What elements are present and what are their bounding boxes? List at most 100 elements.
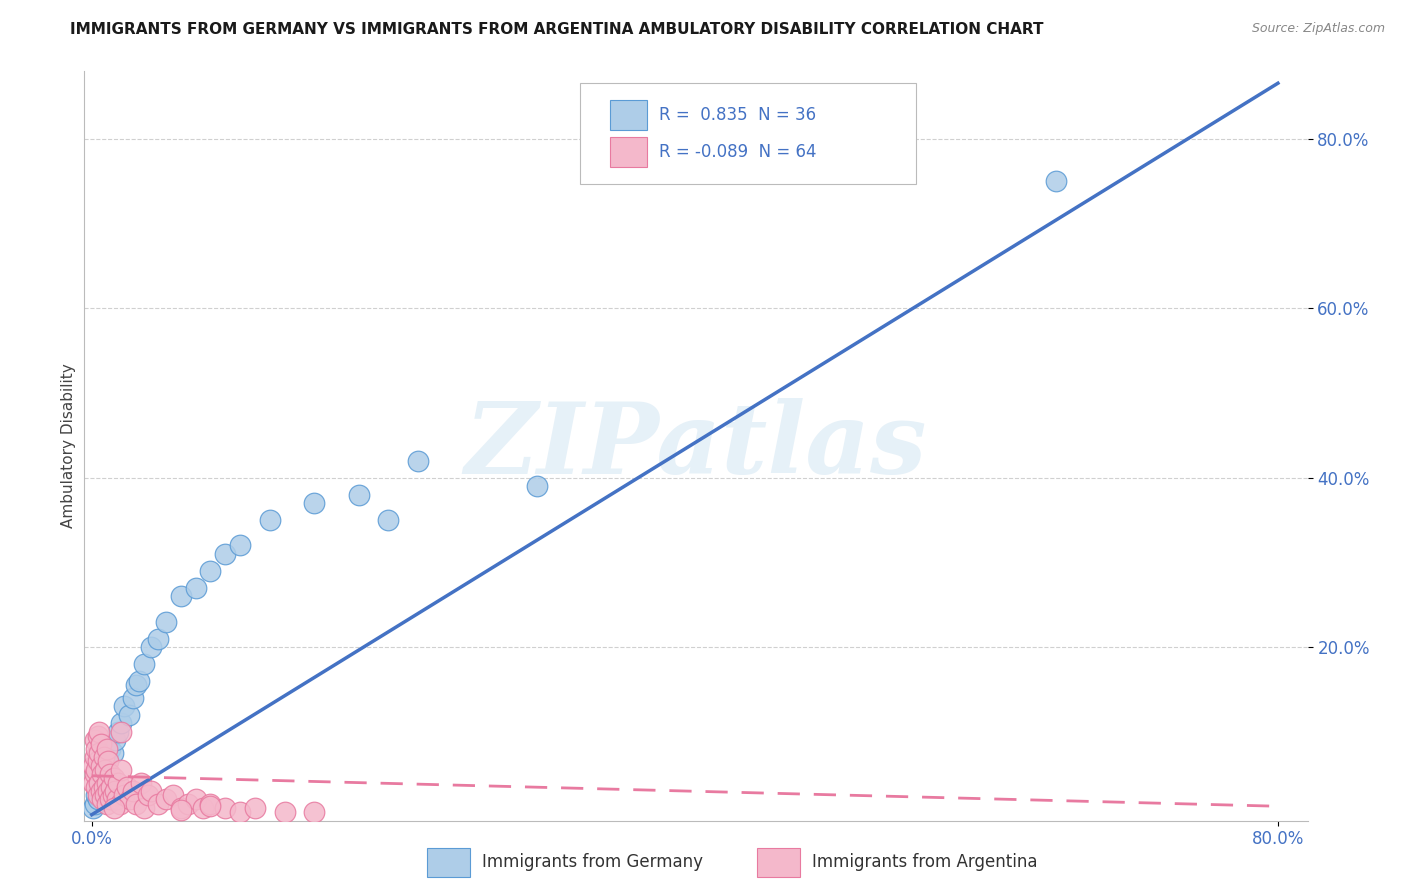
Point <box>125 678 148 692</box>
Point <box>97 784 120 798</box>
Point <box>273 805 295 820</box>
Point <box>86 755 108 769</box>
Point <box>148 797 170 811</box>
Point <box>200 799 222 814</box>
Point <box>302 805 325 820</box>
Point <box>93 780 115 794</box>
Point <box>139 640 162 654</box>
Text: R = -0.089  N = 64: R = -0.089 N = 64 <box>659 143 817 161</box>
Point <box>105 792 128 806</box>
Point <box>83 750 105 764</box>
Point <box>214 801 236 815</box>
FancyBboxPatch shape <box>579 83 917 184</box>
Point <box>89 746 111 760</box>
Point <box>148 632 170 646</box>
Point <box>170 801 193 815</box>
Point <box>91 763 114 777</box>
Point <box>84 789 107 803</box>
Point <box>302 496 325 510</box>
Point <box>91 792 114 806</box>
Point <box>96 775 118 789</box>
Point <box>89 775 111 789</box>
Point <box>90 758 112 772</box>
Point <box>347 488 370 502</box>
Point <box>90 738 112 752</box>
Point <box>229 539 252 553</box>
Point <box>98 767 121 781</box>
Point <box>155 792 177 806</box>
Point <box>82 775 104 789</box>
Point <box>243 801 266 815</box>
Point <box>139 784 162 798</box>
Text: Immigrants from Germany: Immigrants from Germany <box>482 853 703 871</box>
Point <box>82 758 104 772</box>
Point <box>200 797 222 811</box>
Point <box>94 789 117 803</box>
Point <box>122 690 145 705</box>
Point <box>132 801 155 815</box>
Point <box>122 784 145 798</box>
FancyBboxPatch shape <box>610 136 647 167</box>
Point <box>120 792 142 806</box>
Point <box>110 724 132 739</box>
Text: R =  0.835  N = 36: R = 0.835 N = 36 <box>659 106 817 124</box>
Point <box>93 772 115 786</box>
Point <box>125 797 148 811</box>
Text: IMMIGRANTS FROM GERMANY VS IMMIGRANTS FROM ARGENTINA AMBULATORY DISABILITY CORRE: IMMIGRANTS FROM GERMANY VS IMMIGRANTS FR… <box>70 22 1043 37</box>
Point <box>84 780 107 794</box>
Point <box>184 792 207 806</box>
Point <box>100 780 122 794</box>
Point <box>136 789 159 803</box>
Point <box>86 789 108 803</box>
Point <box>377 513 399 527</box>
Point <box>191 801 214 815</box>
Point <box>112 699 135 714</box>
Point <box>104 733 127 747</box>
Point <box>86 792 108 806</box>
Point <box>103 772 125 786</box>
Point <box>90 784 112 798</box>
Point <box>94 758 117 772</box>
Text: ZIPatlas: ZIPatlas <box>465 398 927 494</box>
Point <box>170 803 193 817</box>
Point <box>96 797 118 811</box>
Point <box>200 564 222 578</box>
Point <box>90 784 112 798</box>
Point <box>94 763 117 777</box>
Point <box>112 789 135 803</box>
Point <box>101 789 124 803</box>
Point <box>82 801 104 815</box>
Point <box>170 589 193 603</box>
Point <box>214 547 236 561</box>
Point <box>117 780 139 794</box>
Point <box>84 763 107 777</box>
Point <box>101 746 124 760</box>
Text: Immigrants from Argentina: Immigrants from Argentina <box>813 853 1038 871</box>
Point <box>97 755 120 769</box>
Point <box>118 707 141 722</box>
Point <box>96 750 118 764</box>
Point <box>229 805 252 820</box>
Point <box>132 657 155 671</box>
FancyBboxPatch shape <box>610 100 647 130</box>
Point <box>83 797 105 811</box>
Point <box>91 767 114 781</box>
Point <box>526 479 548 493</box>
Point <box>155 615 177 629</box>
Point <box>98 792 121 806</box>
Text: Source: ZipAtlas.com: Source: ZipAtlas.com <box>1251 22 1385 36</box>
Point <box>89 724 111 739</box>
Point <box>162 789 184 803</box>
Point <box>84 741 107 756</box>
Point <box>98 741 121 756</box>
Point <box>110 763 132 777</box>
Point <box>128 673 150 688</box>
Point <box>184 581 207 595</box>
Point <box>107 724 129 739</box>
Y-axis label: Ambulatory Disability: Ambulatory Disability <box>60 364 76 528</box>
Point <box>93 750 115 764</box>
Point <box>259 513 281 527</box>
Point <box>108 797 131 811</box>
Point <box>110 716 132 731</box>
Point <box>1045 174 1067 188</box>
